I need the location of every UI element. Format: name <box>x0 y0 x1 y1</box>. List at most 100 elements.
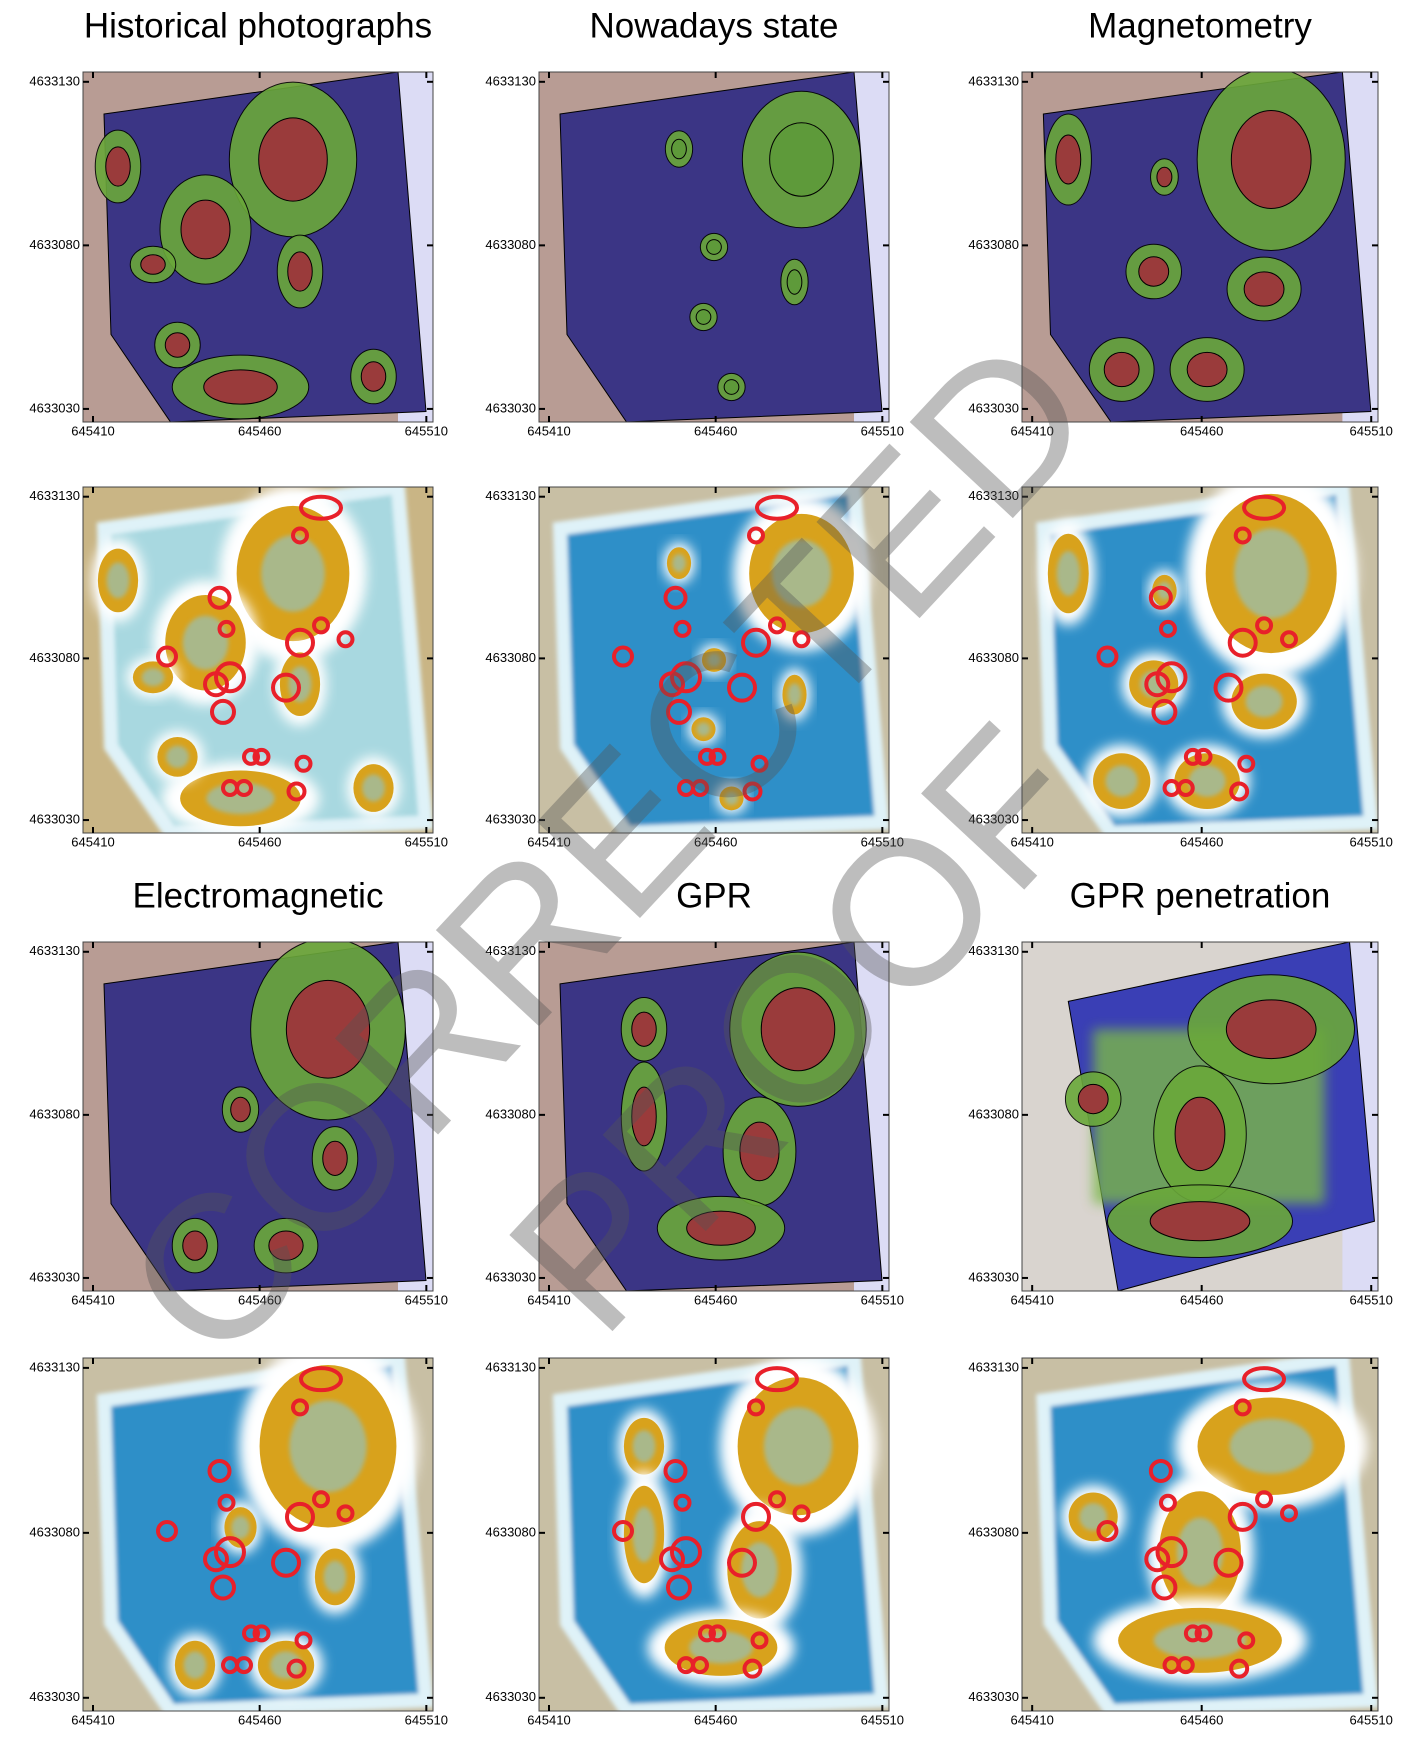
map-panel: 645410645460645510463303046330804633130 <box>485 1356 904 1727</box>
x-tick-label: 645510 <box>1350 1292 1393 1307</box>
y-tick-label: 4633030 <box>29 812 80 827</box>
x-tick-label: 645510 <box>1350 834 1393 849</box>
model-core <box>672 554 686 572</box>
panel-title: Historical photographs <box>84 6 432 45</box>
panel-title: GPR penetration <box>1070 876 1331 915</box>
y-tick-label: 4633030 <box>29 1689 80 1704</box>
y-tick-label: 4633080 <box>29 1524 80 1539</box>
x-tick-label: 645410 <box>527 1712 570 1727</box>
model-core <box>1246 686 1283 717</box>
map-panel: 645410645460645510463303046330804633130 <box>29 1340 448 1727</box>
y-tick-label: 4633030 <box>968 1269 1019 1284</box>
model-core <box>107 562 130 598</box>
anomaly-core <box>724 380 739 395</box>
anomaly-core <box>696 310 711 325</box>
x-tick-label: 645460 <box>1180 423 1223 438</box>
y-tick-label: 4633080 <box>968 650 1019 665</box>
anomaly-core <box>1187 352 1227 386</box>
x-tick-label: 645460 <box>694 1712 737 1727</box>
panel-title: Electromagnetic <box>133 876 384 915</box>
anomaly-core <box>165 333 190 358</box>
x-tick-label: 645510 <box>405 423 448 438</box>
x-tick-label: 645460 <box>238 423 281 438</box>
map-panel: 645410645460645510463303046330804633130 <box>968 1358 1393 1727</box>
model-core <box>261 535 325 611</box>
y-tick-label: 4633030 <box>968 1689 1019 1704</box>
panel-title: Nowadays state <box>589 6 838 45</box>
anomaly-core <box>106 147 131 186</box>
model-core <box>633 1430 656 1462</box>
model-core <box>142 668 165 686</box>
model-core <box>206 783 274 814</box>
anomaly-core <box>1231 111 1311 209</box>
x-tick-label: 645410 <box>71 1712 114 1727</box>
map-image <box>1022 942 1378 1291</box>
anomaly-core <box>288 252 313 291</box>
x-tick-label: 645510 <box>861 1712 904 1727</box>
y-tick-label: 4633130 <box>29 943 80 958</box>
y-tick-label: 4633080 <box>485 237 536 252</box>
map-panel: 645410645460645510463303046330804633130 <box>29 485 448 849</box>
map-image <box>539 1356 889 1711</box>
x-tick-label: 645510 <box>1350 423 1393 438</box>
x-tick-label: 645510 <box>405 834 448 849</box>
y-tick-label: 4633130 <box>485 488 536 503</box>
x-tick-label: 645460 <box>1180 834 1223 849</box>
x-tick-label: 645510 <box>405 1712 448 1727</box>
model-core <box>1189 765 1226 796</box>
map-image <box>83 72 433 422</box>
anomaly-core <box>361 362 386 391</box>
x-tick-label: 645410 <box>71 423 114 438</box>
x-tick-label: 645410 <box>1010 1712 1053 1727</box>
y-tick-label: 4633080 <box>29 1106 80 1121</box>
model-core <box>362 775 385 802</box>
anomaly-core <box>204 370 278 404</box>
anomaly-core <box>1244 272 1284 306</box>
x-tick-label: 645410 <box>71 1292 114 1307</box>
map-image <box>83 1340 433 1711</box>
y-tick-label: 4633080 <box>485 650 536 665</box>
y-tick-label: 4633130 <box>968 73 1019 88</box>
map-image <box>1022 470 1378 833</box>
model-core <box>324 1561 347 1593</box>
x-tick-label: 645410 <box>527 423 570 438</box>
x-tick-label: 645510 <box>1350 1712 1393 1727</box>
anomaly-core <box>1150 1202 1250 1241</box>
y-tick-label: 4633080 <box>485 1524 536 1539</box>
anomaly-core <box>1078 1084 1108 1113</box>
y-tick-label: 4633080 <box>968 237 1019 252</box>
anomaly-core <box>787 270 802 295</box>
map-image <box>83 485 433 834</box>
model-core <box>231 1516 249 1539</box>
anomaly-core <box>770 123 834 197</box>
anomaly-core <box>672 139 687 159</box>
model-core <box>166 746 189 768</box>
anomaly-core <box>707 240 722 255</box>
y-tick-label: 4633030 <box>29 1269 80 1284</box>
x-tick-label: 645410 <box>71 834 114 849</box>
map-image <box>1022 69 1378 423</box>
anomaly-core <box>1175 1097 1225 1170</box>
anomaly-core <box>1056 135 1081 184</box>
x-tick-label: 645460 <box>1180 1292 1223 1307</box>
model-core <box>764 1407 832 1485</box>
y-tick-label: 4633130 <box>485 73 536 88</box>
y-tick-label: 4633030 <box>485 400 536 415</box>
figure: 645410 645460 645510 4633030 4633080 4633130 H… <box>0 0 1411 1745</box>
y-tick-label: 4633080 <box>968 1106 1019 1121</box>
page: 645410 645460 645510 4633030 4633080 4633130 H… <box>0 0 1411 1745</box>
map-image <box>539 72 889 422</box>
model-core <box>633 1507 656 1562</box>
anomaly-core <box>1226 1000 1316 1059</box>
anomaly-core <box>141 255 166 275</box>
map-panel: 645410645460645510463303046330804633130N… <box>485 6 904 438</box>
model-core <box>1057 551 1080 596</box>
y-tick-label: 4633030 <box>29 400 80 415</box>
x-tick-label: 645460 <box>238 1712 281 1727</box>
model-core <box>1230 1419 1313 1474</box>
anomaly-core <box>181 200 230 259</box>
y-tick-label: 4633130 <box>485 1359 536 1374</box>
y-tick-label: 4633130 <box>29 73 80 88</box>
anomaly-core <box>259 118 328 201</box>
anomaly-core <box>1139 257 1169 286</box>
